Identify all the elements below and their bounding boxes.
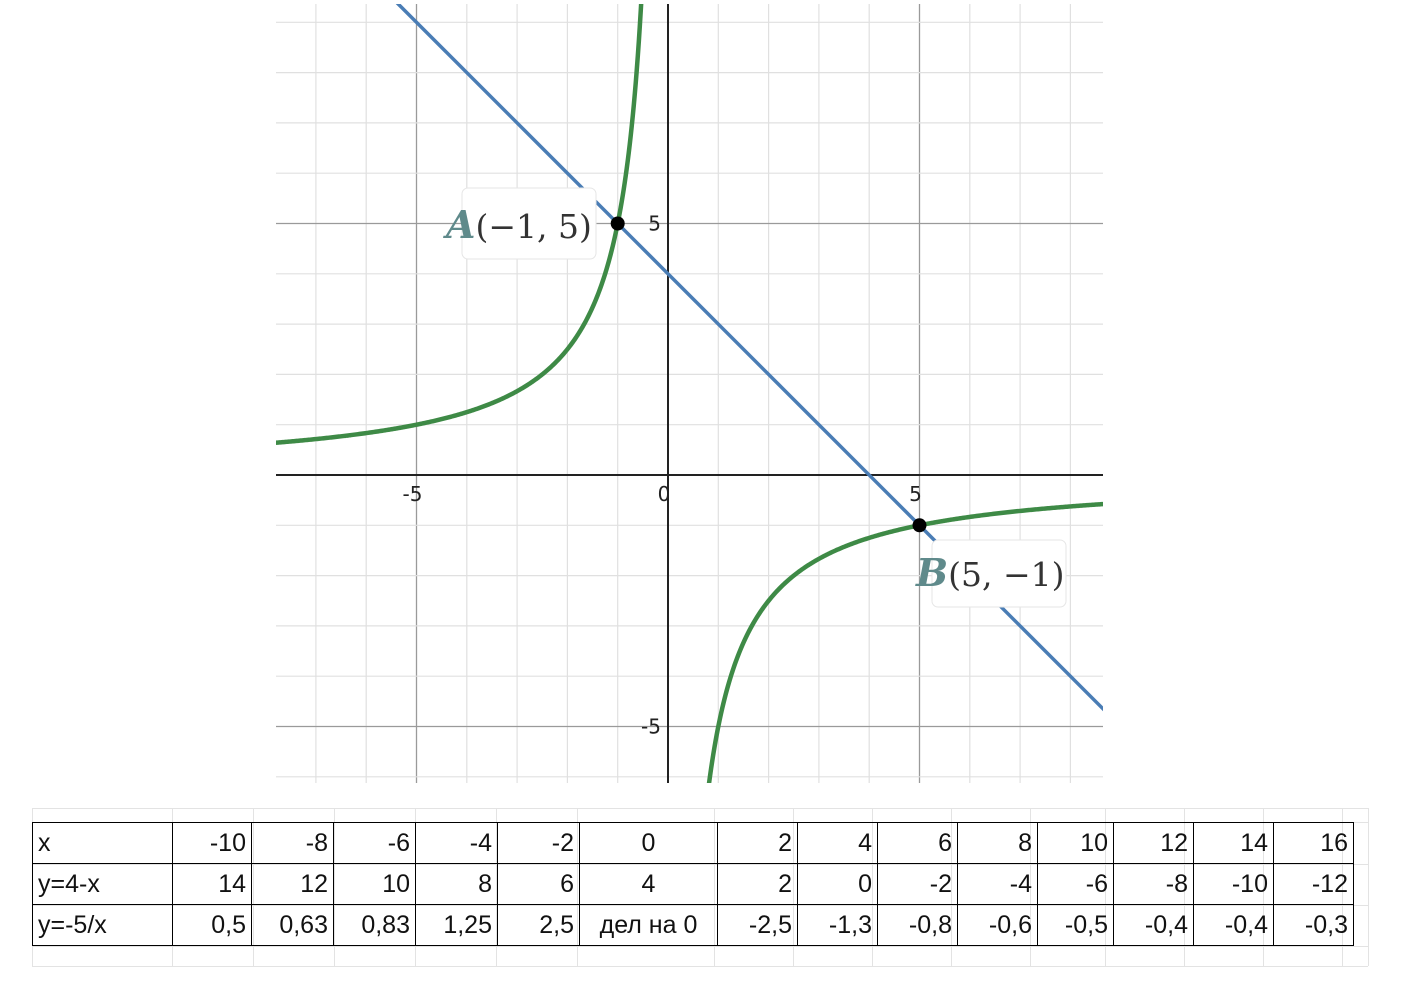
table-cell: -6 bbox=[1037, 863, 1114, 905]
point-coordinates: (−1, 5) bbox=[475, 207, 591, 246]
table-cell: 4 bbox=[797, 822, 878, 864]
table-cell: -8 bbox=[251, 822, 334, 864]
sheet-row-line bbox=[32, 808, 1368, 809]
table-cell: 8 bbox=[415, 863, 498, 905]
table-cell: 0,5 bbox=[172, 904, 252, 946]
line-y-equals-4-minus-x bbox=[395, 4, 1103, 712]
point-letter: B bbox=[915, 550, 948, 595]
y-tick-label: -5 bbox=[641, 715, 661, 739]
values-table: x -10 -8 -6 -4 -2 0 2 4 6 8 10 12 14 16 y=4-x 14 12 10 8 6 4 2… bbox=[32, 822, 1354, 946]
intersection-point bbox=[912, 518, 927, 533]
axes bbox=[276, 4, 1103, 783]
point-label: B(5, −1) bbox=[915, 550, 1065, 595]
tick-labels: -5 0 5 5 -5 bbox=[403, 212, 922, 739]
table-cell: -0,4 bbox=[1113, 904, 1194, 946]
x-tick-label: -5 bbox=[403, 482, 423, 506]
table-cell: -10 bbox=[172, 822, 252, 864]
sheet-row-line bbox=[32, 946, 1368, 947]
table-cell: -0,4 bbox=[1193, 904, 1274, 946]
point-label-box bbox=[931, 539, 1067, 608]
table-cell: -1,3 bbox=[797, 904, 878, 946]
table-cell: 6 bbox=[497, 863, 580, 905]
table-cell: -4 bbox=[415, 822, 498, 864]
table-cell: 1,25 bbox=[415, 904, 498, 946]
table-cell: -8 bbox=[1113, 863, 1194, 905]
table-cell: дел на 0 bbox=[579, 904, 718, 946]
point-label-box bbox=[461, 187, 597, 260]
table-cell: -0,3 bbox=[1273, 904, 1354, 946]
point-label: A(−1, 5) bbox=[443, 202, 592, 247]
table-cell: -2 bbox=[877, 863, 958, 905]
point-letter: A bbox=[443, 202, 475, 247]
hyperbola-right-branch bbox=[706, 501, 1103, 783]
table-cell: 0 bbox=[797, 863, 878, 905]
x-tick-label: 0 bbox=[658, 482, 671, 506]
table-row: y=4-x 14 12 10 8 6 4 2 0 -2 -4 -6 -8 -10 -12 bbox=[32, 863, 1354, 905]
table-cell: 6 bbox=[877, 822, 958, 864]
table-cell: -4 bbox=[957, 863, 1038, 905]
table-cell: 10 bbox=[1037, 822, 1114, 864]
y-tick-label: 5 bbox=[648, 212, 661, 236]
table-cell: -12 bbox=[1273, 863, 1354, 905]
table-cell: -0,5 bbox=[1037, 904, 1114, 946]
table-cell: 14 bbox=[172, 863, 252, 905]
table-row: x -10 -8 -6 -4 -2 0 2 4 6 8 10 12 14 16 bbox=[32, 822, 1354, 864]
intersection-point bbox=[610, 216, 625, 231]
table-cell: 12 bbox=[1113, 822, 1194, 864]
hyperbola-left-branch bbox=[276, 4, 644, 445]
row-label: y=-5/x bbox=[32, 904, 173, 946]
table-cell: 2,5 bbox=[497, 904, 580, 946]
table-cell: 2 bbox=[717, 863, 798, 905]
table-row: y=-5/x 0,5 0,63 0,83 1,25 2,5 дел на 0 -2,5 -1,3… bbox=[32, 904, 1354, 946]
table-cell: 0 bbox=[579, 822, 718, 864]
curves bbox=[276, 4, 1103, 783]
row-label: x bbox=[32, 822, 173, 864]
table-cell: 4 bbox=[579, 863, 718, 905]
table-cell: -0,6 bbox=[957, 904, 1038, 946]
table-cell: 2 bbox=[717, 822, 798, 864]
table-cell: -10 bbox=[1193, 863, 1274, 905]
table-cell: -0,8 bbox=[877, 904, 958, 946]
table-cell: -2 bbox=[497, 822, 580, 864]
sheet-row-line bbox=[32, 966, 1368, 967]
table-cell: 0,63 bbox=[251, 904, 334, 946]
table-cell: 12 bbox=[251, 863, 334, 905]
function-graph: -5 0 5 5 -5 A(−1, 5) B(5, −1) bbox=[276, 4, 1103, 783]
table-cell: 10 bbox=[333, 863, 416, 905]
point-coordinates: (5, −1) bbox=[948, 555, 1064, 594]
grid-lines bbox=[276, 4, 1103, 783]
table-cell: -6 bbox=[333, 822, 416, 864]
table-cell: 14 bbox=[1193, 822, 1274, 864]
sheet-col-line bbox=[1368, 808, 1369, 966]
table-cell: 0,83 bbox=[333, 904, 416, 946]
table-cell: 16 bbox=[1273, 822, 1354, 864]
table-cell: 8 bbox=[957, 822, 1038, 864]
row-label: y=4-x bbox=[32, 863, 173, 905]
table-cell: -2,5 bbox=[717, 904, 798, 946]
x-tick-label: 5 bbox=[909, 482, 922, 506]
intersection-points: A(−1, 5) B(5, −1) bbox=[443, 187, 1067, 608]
